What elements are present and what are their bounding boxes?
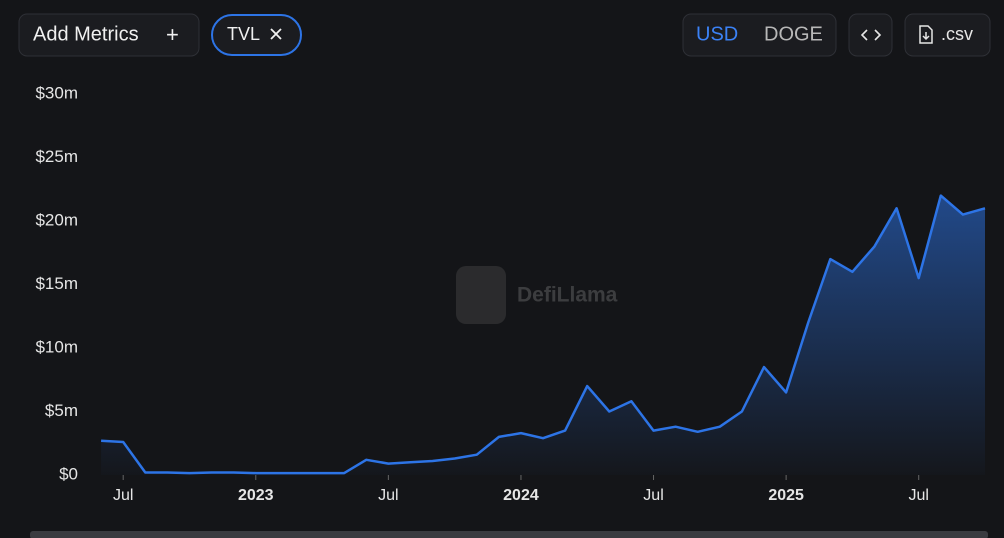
close-icon bbox=[270, 28, 282, 40]
x-tick-label: Jul bbox=[378, 487, 398, 504]
scrollbar[interactable] bbox=[30, 531, 988, 538]
y-tick-label: $5m bbox=[45, 401, 78, 420]
embed-icon bbox=[860, 29, 882, 41]
x-tick-label: Jul bbox=[908, 487, 928, 504]
x-tick-label: Jul bbox=[643, 487, 663, 504]
button-icon: + bbox=[166, 22, 179, 47]
y-tick-label: $10m bbox=[35, 337, 78, 356]
watermark-logo bbox=[456, 266, 506, 324]
x-tick-label: Jul bbox=[113, 487, 133, 504]
plot: $0 $5m $10m $15m $20m $25m $30m Jul 2023 Jul 2024 J… bbox=[35, 83, 986, 504]
x-tick-label: 2025 bbox=[768, 487, 804, 504]
chip-bg bbox=[211, 14, 302, 56]
button-label: Add Metrics bbox=[33, 23, 139, 45]
tvl-line bbox=[101, 194, 986, 475]
button-bg bbox=[848, 13, 893, 57]
y-tick-label: $15m bbox=[35, 274, 78, 293]
y-tick-label: $20m bbox=[35, 210, 78, 229]
csv-button[interactable]: .csv bbox=[904, 13, 991, 57]
file-icon bbox=[919, 25, 933, 44]
metric-chip[interactable]: TVL bbox=[211, 14, 302, 56]
x-tick-label: 2023 bbox=[238, 487, 274, 504]
x-tick-label: 2024 bbox=[503, 487, 539, 504]
y-tick-label: $0 bbox=[59, 464, 78, 483]
watermark: DefiLlama bbox=[456, 266, 618, 324]
add-metrics-button[interactable]: Add Metrics + bbox=[18, 13, 200, 57]
area-fill bbox=[101, 195, 986, 475]
watermark-text: DefiLlama bbox=[517, 284, 618, 307]
y-tick-label: $25m bbox=[35, 147, 78, 166]
button-bg bbox=[18, 13, 200, 57]
currency-usd[interactable]: USD bbox=[696, 23, 738, 45]
button-label: .csv bbox=[941, 24, 973, 44]
embed-button[interactable] bbox=[848, 13, 893, 57]
chip-label: TVL bbox=[227, 24, 260, 44]
currency-toggle bbox=[682, 13, 837, 57]
y-tick-label: $30m bbox=[35, 83, 78, 102]
button-bg bbox=[904, 13, 991, 57]
currency-doge[interactable]: DOGE bbox=[764, 23, 823, 45]
